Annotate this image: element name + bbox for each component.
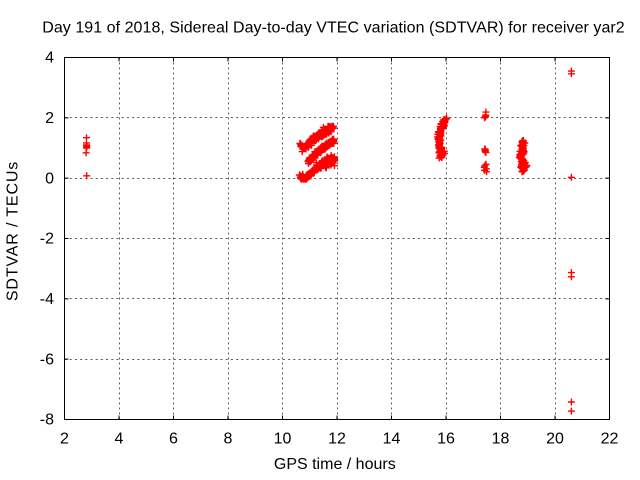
svg-text:-8: -8 — [40, 412, 54, 429]
svg-text:Day 191 of 2018, Sidereal Day-: Day 191 of 2018, Sidereal Day-to-day VTE… — [42, 20, 625, 37]
svg-text:22: 22 — [601, 431, 619, 448]
svg-text:2: 2 — [60, 431, 69, 448]
svg-text:8: 8 — [224, 431, 233, 448]
svg-text:2: 2 — [45, 110, 54, 127]
svg-text:18: 18 — [492, 431, 510, 448]
svg-text:16: 16 — [437, 431, 455, 448]
svg-text:GPS time / hours: GPS time / hours — [274, 456, 396, 473]
svg-text:4: 4 — [45, 50, 54, 67]
svg-text:10: 10 — [274, 431, 292, 448]
svg-text:0: 0 — [45, 170, 54, 187]
svg-text:SDTVAR / TECUs: SDTVAR / TECUs — [5, 161, 22, 301]
svg-text:4: 4 — [115, 431, 124, 448]
svg-text:20: 20 — [546, 431, 564, 448]
svg-text:-6: -6 — [40, 351, 54, 368]
svg-text:12: 12 — [328, 431, 346, 448]
svg-text:-4: -4 — [40, 291, 54, 308]
svg-text:-2: -2 — [40, 231, 54, 248]
svg-text:6: 6 — [169, 431, 178, 448]
svg-text:14: 14 — [383, 431, 401, 448]
